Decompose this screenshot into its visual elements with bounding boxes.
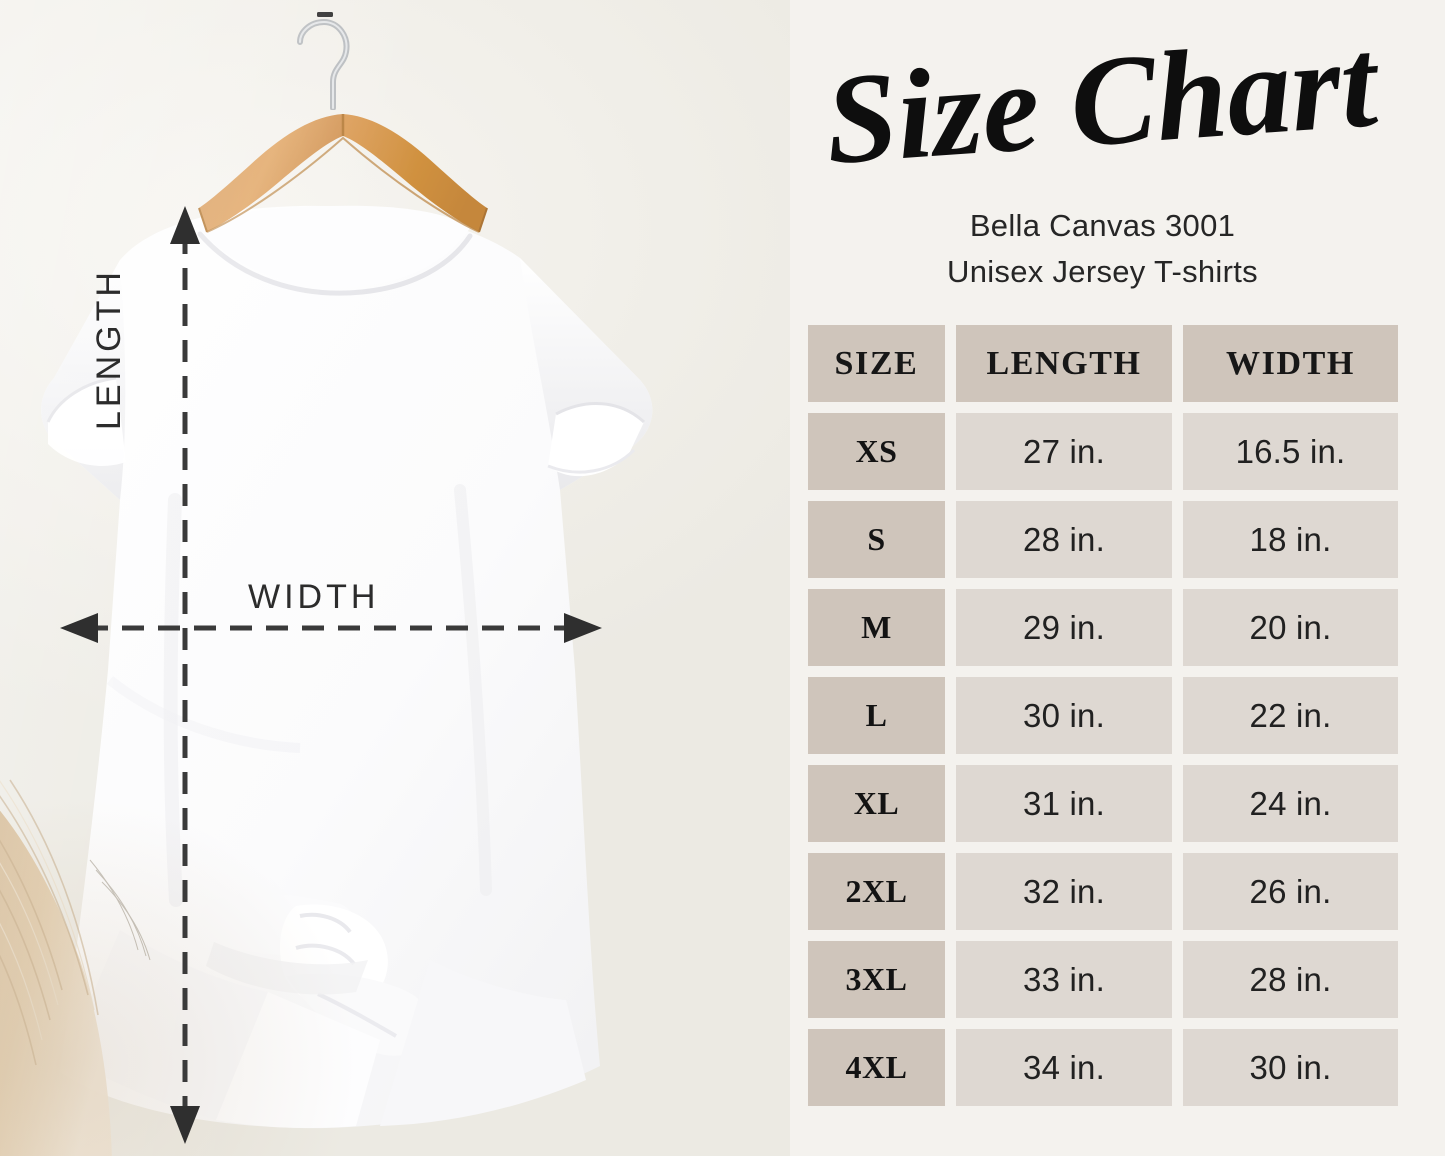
table-row: M 29 in. 20 in. (808, 589, 1398, 666)
cell-length: 31 in. (956, 765, 1172, 842)
size-value: 4XL (845, 1049, 908, 1085)
table-header-row: SIZE LENGTH WIDTH (808, 325, 1398, 402)
size-value: XL (853, 785, 900, 821)
cell-width: 22 in. (1183, 677, 1398, 754)
cell-width: 28 in. (1183, 941, 1398, 1018)
wooden-hanger-icon (198, 114, 488, 233)
cell-length: 28 in. (956, 501, 1172, 578)
width-value: 30 in. (1249, 1048, 1332, 1086)
cell-size: L (808, 677, 945, 754)
cell-width: 24 in. (1183, 765, 1398, 842)
size-chart-title-script: Size Chart (820, 22, 1383, 191)
size-table: SIZE LENGTH WIDTH XS 27 in. 16.5 in. S 2… (808, 325, 1398, 1117)
hanger-hook-icon (297, 12, 350, 110)
length-value: 28 in. (1023, 520, 1105, 558)
table-row: XS 27 in. 16.5 in. (808, 413, 1398, 490)
cell-length: 34 in. (956, 1029, 1172, 1106)
cell-size: XL (808, 765, 945, 842)
size-value: M (861, 609, 892, 645)
cell-size: M (808, 589, 945, 666)
subtitle-block: Bella Canvas 3001 Unisex Jersey T-shirts (760, 203, 1445, 295)
width-value: 18 in. (1249, 520, 1332, 558)
width-value: 16.5 in. (1235, 432, 1346, 470)
table-row: 3XL 33 in. 28 in. (808, 941, 1398, 1018)
cell-length: 30 in. (956, 677, 1172, 754)
cell-size: S (808, 501, 945, 578)
column-header-width: WIDTH (1183, 325, 1398, 402)
size-value: 3XL (845, 961, 908, 997)
length-value: 33 in. (1023, 960, 1105, 998)
table-row: 4XL 34 in. 30 in. (808, 1029, 1398, 1106)
width-value: 24 in. (1249, 784, 1332, 822)
size-value: XS (855, 433, 898, 469)
product-photo: LENGTH WIDTH (0, 0, 790, 1156)
cell-length: 33 in. (956, 941, 1172, 1018)
length-value: 27 in. (1023, 432, 1105, 470)
cell-width: 20 in. (1183, 589, 1398, 666)
width-value: 28 in. (1249, 960, 1332, 998)
page-title: Size Chart (760, 22, 1445, 192)
size-value: S (867, 521, 886, 557)
chart-content: Size Chart Bella Canvas 3001 Unisex Jers… (760, 0, 1445, 1156)
column-header-length: LENGTH (956, 325, 1172, 402)
size-value: 2XL (845, 873, 908, 909)
column-header-size: SIZE (808, 325, 945, 402)
length-value: 30 in. (1023, 696, 1105, 734)
title-text: Size Chart (820, 22, 1383, 191)
cell-width: 18 in. (1183, 501, 1398, 578)
subtitle-line-2: Unisex Jersey T-shirts (947, 254, 1258, 289)
length-value: 34 in. (1023, 1048, 1105, 1086)
table-row: L 30 in. 22 in. (808, 677, 1398, 754)
length-value: 32 in. (1023, 872, 1105, 910)
cell-length: 32 in. (956, 853, 1172, 930)
cell-width: 26 in. (1183, 853, 1398, 930)
table-row: S 28 in. 18 in. (808, 501, 1398, 578)
table-row: 2XL 32 in. 26 in. (808, 853, 1398, 930)
width-value: 22 in. (1249, 696, 1332, 734)
length-value: 31 in. (1023, 784, 1105, 822)
cell-size: 3XL (808, 941, 945, 1018)
cell-size: 2XL (808, 853, 945, 930)
width-value: 26 in. (1249, 872, 1332, 910)
cell-length: 27 in. (956, 413, 1172, 490)
cell-length: 29 in. (956, 589, 1172, 666)
pampas-grass-decoration (0, 779, 151, 1156)
cell-size: XS (808, 413, 945, 490)
subtitle-line-1: Bella Canvas 3001 (969, 208, 1236, 243)
length-label: LENGTH (90, 268, 128, 430)
table-row: XL 31 in. 24 in. (808, 765, 1398, 842)
cell-width: 30 in. (1183, 1029, 1398, 1106)
length-value: 29 in. (1023, 608, 1105, 646)
size-value: L (865, 697, 888, 733)
cell-size: 4XL (808, 1029, 945, 1106)
tshirt-illustration (41, 205, 653, 1129)
width-value: 20 in. (1249, 608, 1332, 646)
wall-vignette (0, 0, 790, 1156)
cell-width: 16.5 in. (1183, 413, 1398, 490)
width-label: WIDTH (248, 578, 380, 616)
